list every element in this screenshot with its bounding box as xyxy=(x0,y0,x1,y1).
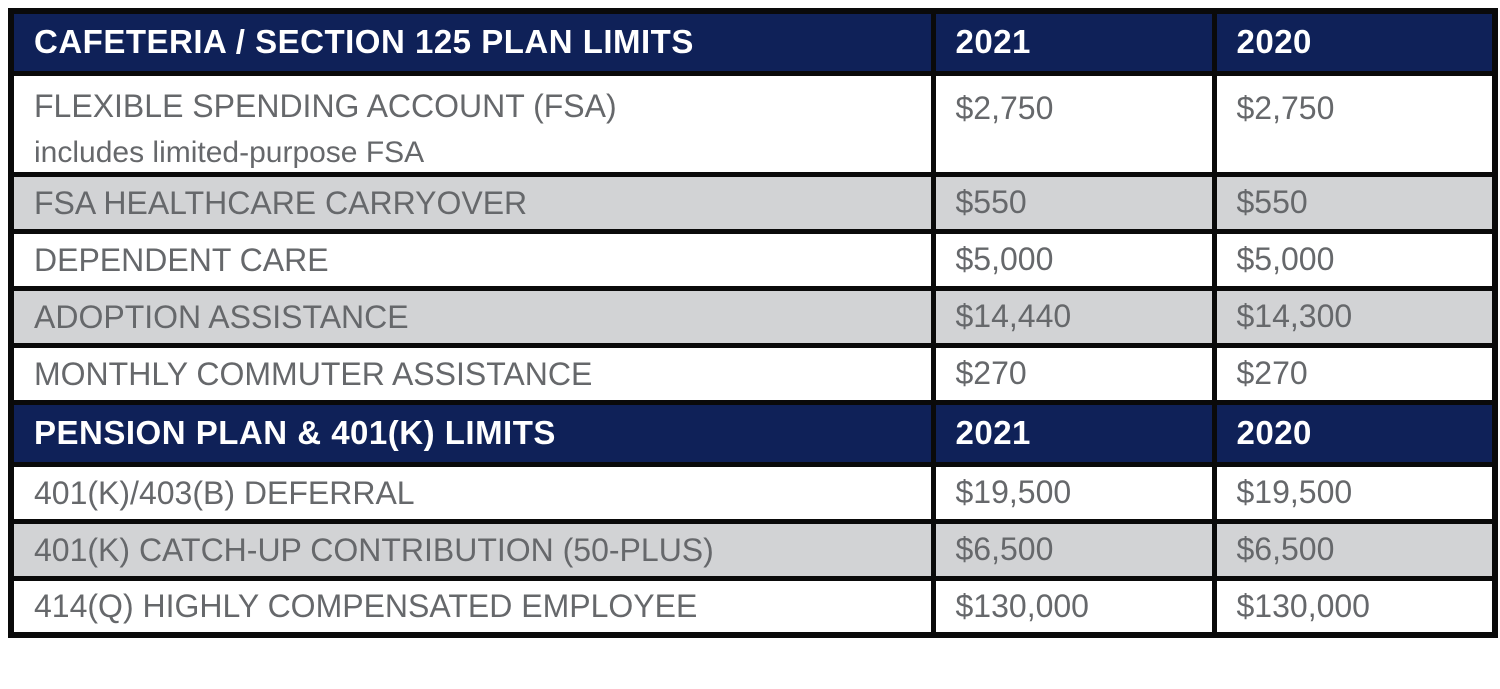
row-label: MONTHLY COMMUTER ASSISTANCE xyxy=(34,355,593,392)
value-2021: $19,500 xyxy=(930,461,1217,524)
value-2020: $550 xyxy=(1211,171,1498,234)
plan-limits-table: CAFETERIA / SECTION 125 PLAN LIMITS 2021 2… xyxy=(8,8,1498,638)
value-2021: $14,440 xyxy=(930,285,1217,348)
row-label: ADOPTION ASSISTANCE xyxy=(34,298,409,335)
year-header-2020: 2020 xyxy=(1211,399,1498,467)
row-label: FLEXIBLE SPENDING ACCOUNT (FSA) xyxy=(34,87,617,124)
section-title: PENSION PLAN & 401(K) LIMITS xyxy=(8,399,936,467)
row-label-cell: MONTHLY COMMUTER ASSISTANCE xyxy=(8,342,936,405)
table-row: 401(K) CATCH-UP CONTRIBUTION (50-PLUS) $6… xyxy=(8,518,1498,581)
value-2021: $270 xyxy=(930,342,1217,405)
value-2020: $130,000 xyxy=(1211,575,1498,638)
year-header-2021: 2021 xyxy=(930,8,1217,76)
section-header-row: CAFETERIA / SECTION 125 PLAN LIMITS 2021 2… xyxy=(8,8,1498,76)
plan-limits-table-body: CAFETERIA / SECTION 125 PLAN LIMITS 2021 2… xyxy=(8,8,1498,638)
row-label-cell: 414(Q) HIGHLY COMPENSATED EMPLOYEE xyxy=(8,575,936,638)
value-2020: $270 xyxy=(1211,342,1498,405)
row-label-cell: DEPENDENT CARE xyxy=(8,228,936,291)
table-row: FSA HEALTHCARE CARRYOVER $550 $550 xyxy=(8,171,1498,234)
value-2021: $2,750 xyxy=(930,70,1217,177)
row-label: 414(Q) HIGHLY COMPENSATED EMPLOYEE xyxy=(34,588,698,625)
table-row: 401(K)/403(B) DEFERRAL $19,500 $19,500 xyxy=(8,461,1498,524)
table-row: MONTHLY COMMUTER ASSISTANCE $270 $270 xyxy=(8,342,1498,405)
value-2021: $130,000 xyxy=(930,575,1217,638)
row-label-cell: FSA HEALTHCARE CARRYOVER xyxy=(8,171,936,234)
value-2021: $6,500 xyxy=(930,518,1217,581)
table-row: 414(Q) HIGHLY COMPENSATED EMPLOYEE $130,0… xyxy=(8,575,1498,638)
row-label: FSA HEALTHCARE CARRYOVER xyxy=(34,184,528,221)
row-label: 401(K)/403(B) DEFERRAL xyxy=(34,474,415,511)
section-title: CAFETERIA / SECTION 125 PLAN LIMITS xyxy=(8,8,936,76)
row-label-cell: 401(K)/403(B) DEFERRAL xyxy=(8,461,936,524)
value-2021: $5,000 xyxy=(930,228,1217,291)
row-label: 401(K) CATCH-UP CONTRIBUTION (50-PLUS) xyxy=(34,531,714,568)
year-header-2020: 2020 xyxy=(1211,8,1498,76)
value-2020: $5,000 xyxy=(1211,228,1498,291)
row-label-cell: ADOPTION ASSISTANCE xyxy=(8,285,936,348)
year-header-2021: 2021 xyxy=(930,399,1217,467)
table-row: DEPENDENT CARE $5,000 $5,000 xyxy=(8,228,1498,291)
value-2020: $2,750 xyxy=(1211,70,1498,177)
value-2021: $550 xyxy=(930,171,1217,234)
value-2020: $19,500 xyxy=(1211,461,1498,524)
table-row: FLEXIBLE SPENDING ACCOUNT (FSA) includes … xyxy=(8,70,1498,177)
value-2020: $6,500 xyxy=(1211,518,1498,581)
table-row: ADOPTION ASSISTANCE $14,440 $14,300 xyxy=(8,285,1498,348)
row-label: DEPENDENT CARE xyxy=(34,241,329,278)
section-header-row: PENSION PLAN & 401(K) LIMITS 2021 2020 xyxy=(8,399,1498,467)
row-label-cell: FLEXIBLE SPENDING ACCOUNT (FSA) includes … xyxy=(8,70,936,177)
row-sublabel: includes limited-purpose FSA xyxy=(34,135,425,169)
row-label-cell: 401(K) CATCH-UP CONTRIBUTION (50-PLUS) xyxy=(8,518,936,581)
value-2020: $14,300 xyxy=(1211,285,1498,348)
